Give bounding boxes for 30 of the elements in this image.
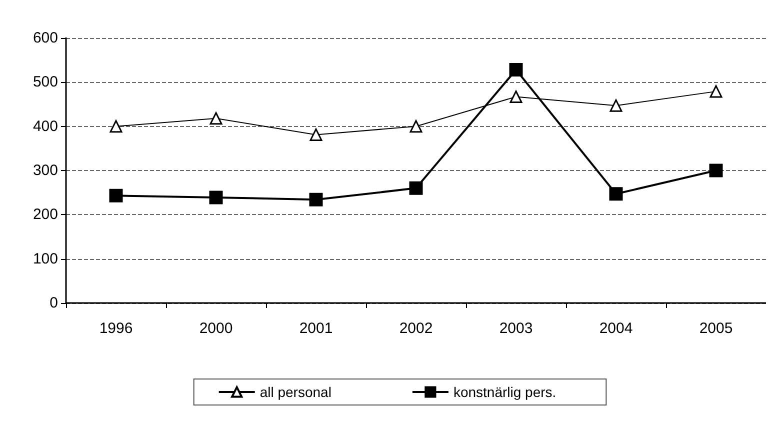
point bbox=[110, 120, 122, 133]
x-tick-label: 2002 bbox=[399, 320, 433, 337]
point bbox=[109, 188, 123, 202]
x-tick-label: 1996 bbox=[99, 320, 133, 337]
x-tick-label: 2000 bbox=[199, 320, 233, 337]
point bbox=[309, 192, 323, 206]
x-tick-label: 2003 bbox=[499, 320, 533, 337]
y-tick-label: 600 bbox=[32, 30, 58, 46]
legend-label: all personal bbox=[260, 384, 332, 400]
y-tick-label: 200 bbox=[32, 206, 58, 224]
x-tick-label: 2001 bbox=[299, 320, 333, 337]
point bbox=[210, 112, 222, 125]
point bbox=[410, 120, 422, 133]
point bbox=[409, 181, 423, 195]
point bbox=[209, 190, 223, 204]
legend-label: konstnärlig pers. bbox=[453, 384, 556, 400]
point bbox=[709, 164, 723, 178]
x-tick-label: 2004 bbox=[599, 320, 633, 337]
point bbox=[510, 90, 522, 103]
point bbox=[509, 63, 523, 77]
y-tick-label: 400 bbox=[32, 118, 58, 135]
point bbox=[710, 85, 722, 98]
y-tick-label: 300 bbox=[32, 162, 58, 179]
point bbox=[610, 99, 622, 112]
point bbox=[609, 187, 623, 201]
point bbox=[310, 128, 322, 141]
y-tick-label: 100 bbox=[32, 250, 58, 268]
y-tick-label: 0 bbox=[50, 294, 58, 312]
x-tick-label: 2005 bbox=[699, 320, 733, 337]
y-tick-label: 500 bbox=[32, 74, 58, 91]
